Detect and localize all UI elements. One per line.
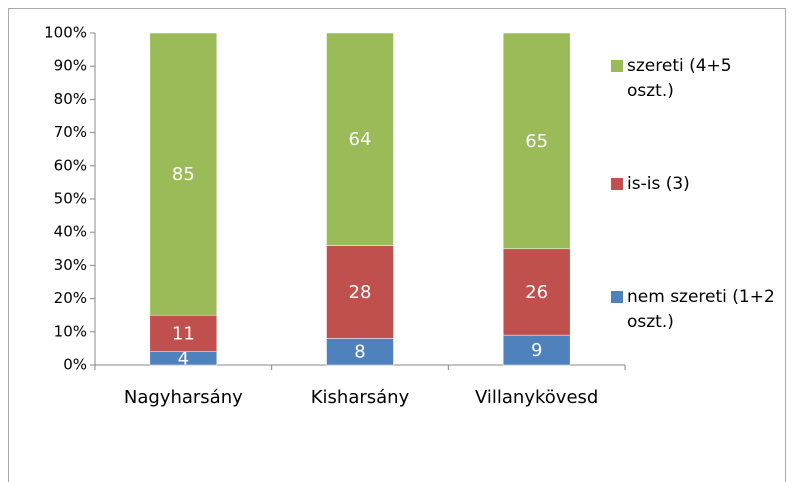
bar-segment bbox=[326, 338, 394, 366]
y-tick-label: 100% bbox=[44, 24, 87, 42]
legend-swatch bbox=[611, 291, 623, 303]
y-tick-label: 50% bbox=[54, 190, 87, 208]
data-label: 26 bbox=[525, 282, 548, 303]
y-tick-label: 90% bbox=[54, 57, 87, 75]
y-tick-label: 60% bbox=[54, 156, 87, 174]
y-tick-label: 80% bbox=[54, 90, 87, 108]
data-label: 64 bbox=[349, 129, 372, 150]
data-label: 4 bbox=[178, 348, 189, 369]
legend-swatch bbox=[611, 60, 623, 72]
data-label: 11 bbox=[172, 323, 195, 344]
data-label: 85 bbox=[172, 164, 195, 185]
bar-segment bbox=[326, 245, 394, 339]
chart-border bbox=[8, 8, 786, 482]
y-tick-label: 10% bbox=[54, 322, 87, 340]
x-tick-label: Nagyharsány bbox=[124, 387, 243, 408]
legend-swatch bbox=[611, 178, 623, 190]
bar-segment bbox=[502, 32, 571, 250]
bar-segment bbox=[149, 314, 218, 352]
legend-label: szereti (4+5 oszt.) bbox=[627, 56, 732, 101]
data-label: 65 bbox=[525, 131, 548, 152]
y-tick-label: 40% bbox=[54, 223, 87, 241]
legend-label: is-is (3) bbox=[627, 174, 690, 194]
x-tick-label: Villanykövesd bbox=[475, 387, 598, 408]
bar-segment bbox=[502, 334, 571, 366]
data-label: 28 bbox=[349, 282, 372, 303]
bar-segment bbox=[502, 248, 571, 336]
y-tick-label: 20% bbox=[54, 289, 87, 307]
y-tick-label: 70% bbox=[54, 123, 87, 141]
y-tick-label: 0% bbox=[63, 356, 87, 374]
y-tick-label: 30% bbox=[54, 256, 87, 274]
bar-segment bbox=[326, 32, 394, 246]
bar-segment bbox=[149, 32, 218, 316]
x-tick-label: Kisharsány bbox=[311, 387, 410, 408]
data-label: 9 bbox=[531, 340, 542, 361]
legend-label: nem szereti (1+2 oszt.) bbox=[627, 287, 775, 332]
data-label: 8 bbox=[354, 342, 365, 363]
